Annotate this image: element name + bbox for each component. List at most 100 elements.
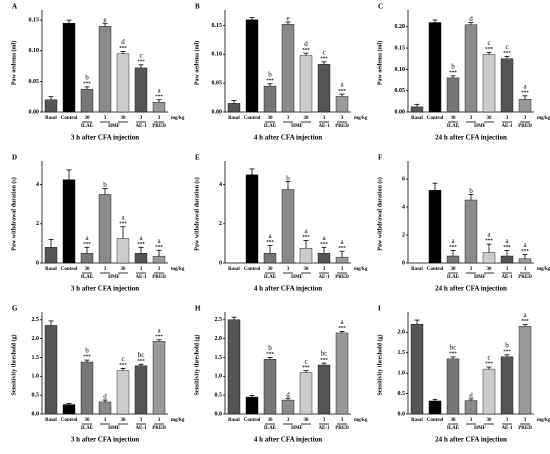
x-tick-label: 3 xyxy=(140,418,143,423)
y-tick-label: 2.5 xyxy=(32,317,40,323)
bar xyxy=(299,55,313,113)
significance-letter: a xyxy=(157,237,161,245)
significance-stars: *** xyxy=(449,352,457,357)
y-tick-label: 0.5 xyxy=(32,393,40,399)
significance-stars: *** xyxy=(137,60,145,65)
x-tick-label: 3 xyxy=(158,116,161,121)
y-tick-label: 2.5 xyxy=(215,317,223,323)
significance-letter: a xyxy=(121,213,125,221)
significance-letter: a xyxy=(451,237,455,245)
x-tick-label: 3 xyxy=(323,267,326,272)
panel-label: I xyxy=(378,305,381,313)
significance-stars: *** xyxy=(503,52,511,57)
group-label: AE-1 xyxy=(135,124,147,129)
bar xyxy=(446,255,460,264)
x-tick-label: 3 xyxy=(287,418,290,423)
x-tick-label: 30 xyxy=(304,418,310,423)
y-tick-label: 2 xyxy=(219,221,222,227)
panel-label: E xyxy=(195,154,200,162)
bar xyxy=(80,252,94,264)
x-tick-label: 3 xyxy=(470,116,473,121)
x-tick-label: Control xyxy=(61,116,78,121)
y-tick-label: 0 xyxy=(402,260,405,266)
x-tick-label: 3 xyxy=(341,418,344,423)
group-label: PRED xyxy=(152,124,166,129)
x-tick-label: 3 xyxy=(341,116,344,121)
group-label: ILAE xyxy=(264,275,277,280)
bar xyxy=(500,356,514,415)
significance-stars: *** xyxy=(338,89,346,94)
x-tick-label: Control xyxy=(427,418,444,423)
significance-letter: b xyxy=(451,62,455,70)
significance-stars: *** xyxy=(155,335,163,340)
x-tick-label: Basal xyxy=(45,116,57,121)
x-tick-label: 3 xyxy=(158,418,161,423)
y-tick-label: 2 xyxy=(36,221,39,227)
unit-label: mg/kg xyxy=(537,267,550,272)
y-tick-label: 1.0 xyxy=(215,374,223,380)
x-tick-label: 30 xyxy=(85,267,91,272)
y-axis-label: Paw oedema (ml) xyxy=(193,41,200,85)
significance-letter: b xyxy=(85,73,89,81)
y-tick-label: 0.15 xyxy=(29,18,40,24)
bar xyxy=(335,256,349,264)
bar xyxy=(281,189,295,264)
significance-letter: c xyxy=(304,357,307,365)
significance-letter: b xyxy=(268,70,272,78)
significance-stars: *** xyxy=(119,364,127,369)
group-label: HMF xyxy=(291,124,303,129)
significance-letter: a xyxy=(523,311,527,319)
significance-stars: *** xyxy=(485,362,493,367)
x-tick-label: 3 xyxy=(287,267,290,272)
significance-letter: d xyxy=(469,392,473,400)
significance-letter: a xyxy=(157,86,161,94)
x-tick-label: 30 xyxy=(304,267,310,272)
panel: A Paw oedema (ml) 0.00 0.05 0.10 0.15 Basal Con… xyxy=(10,3,184,142)
significance-letter: a xyxy=(340,318,344,326)
bar xyxy=(464,400,478,415)
significance-stars: *** xyxy=(485,239,493,244)
significance-stars: *** xyxy=(485,47,493,52)
significance-letter: d xyxy=(304,40,308,48)
y-tick-label: 1.0 xyxy=(398,371,406,377)
y-tick-label: 0.10 xyxy=(395,67,406,73)
bar xyxy=(518,326,532,415)
y-tick-label: 0 xyxy=(36,260,39,266)
significance-letter: c xyxy=(121,355,124,363)
y-axis-label: Sensitivity threshold (g) xyxy=(376,335,383,396)
x-tick-label: 3 xyxy=(524,267,527,272)
bar xyxy=(410,106,424,113)
bar xyxy=(299,248,313,264)
bar xyxy=(299,372,313,415)
unit-label: mg/kg xyxy=(171,418,185,423)
x-tick-label: 30 xyxy=(85,116,91,121)
x-tick-label: 30 xyxy=(487,267,493,272)
group-label: ILAE xyxy=(264,124,277,129)
significance-stars: *** xyxy=(83,82,91,87)
panel: G Sensitivity threshold (g) 0.0 0.5 1.0 1.5 2.… xyxy=(10,305,184,444)
bar xyxy=(152,341,166,415)
x-tick-label: 3 xyxy=(140,116,143,121)
group-label: ILAE xyxy=(447,426,460,431)
bar xyxy=(335,332,349,415)
x-tick-label: 3 xyxy=(323,116,326,121)
x-tick-label: 3 xyxy=(104,116,107,121)
group-label: ILAE xyxy=(447,275,460,280)
x-tick-label: 3 xyxy=(470,418,473,423)
y-tick-label: 0.05 xyxy=(29,79,40,85)
bar xyxy=(134,67,148,113)
bar xyxy=(245,396,259,415)
panel-label: G xyxy=(12,305,18,313)
significance-letter: c xyxy=(487,39,490,47)
bar xyxy=(227,103,241,113)
x-tick-label: 3 xyxy=(470,267,473,272)
bar xyxy=(410,323,424,415)
x-tick-label: Basal xyxy=(45,418,57,423)
group-label: HMF xyxy=(108,275,120,280)
significance-stars: *** xyxy=(83,242,91,247)
group-label: HMF xyxy=(474,124,486,129)
unit-label: mg/kg xyxy=(354,116,368,121)
x-tick-label: Control xyxy=(427,267,444,272)
x-tick-label: 3 xyxy=(104,418,107,423)
x-tick-label: 3 xyxy=(524,418,527,423)
